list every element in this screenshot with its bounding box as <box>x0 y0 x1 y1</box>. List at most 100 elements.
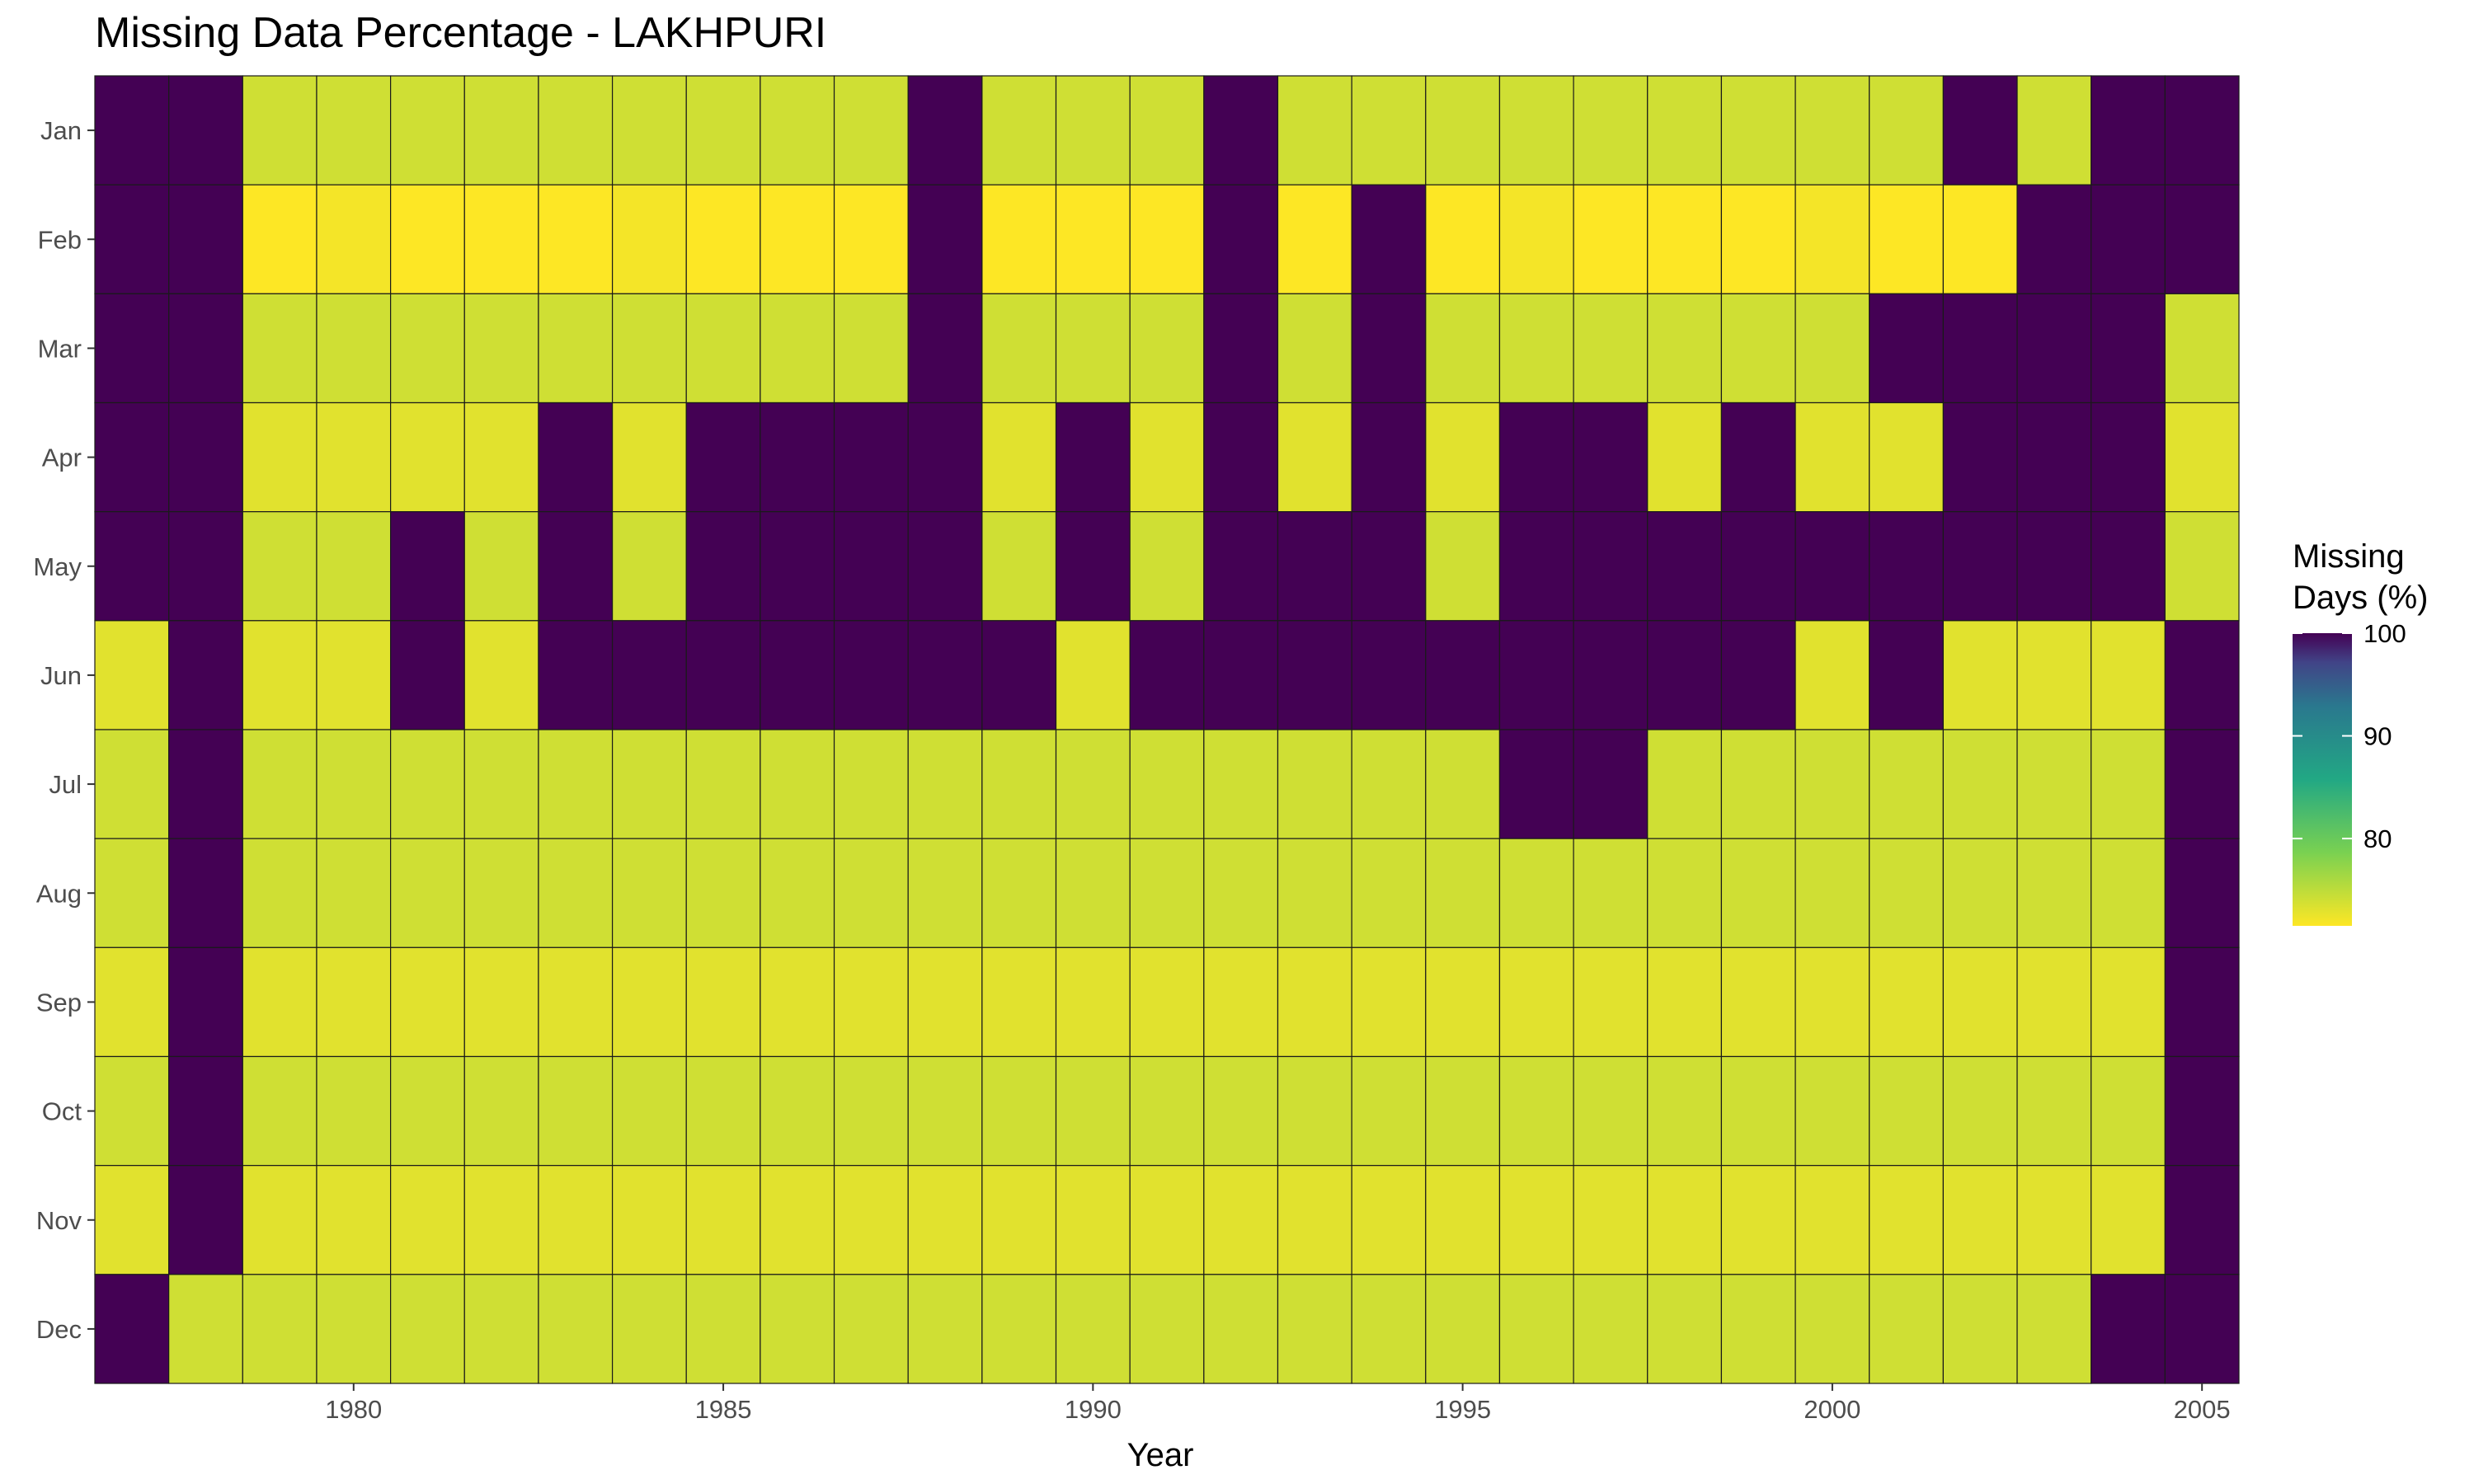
x-tick-label-1985: 1985 <box>695 1395 752 1424</box>
heatmap-cell-jun-1991 <box>1129 620 1205 730</box>
heatmap-cell-oct-1982 <box>463 1055 539 1167</box>
heatmap-cell-apr-1991 <box>1129 402 1205 513</box>
heatmap-cell-feb-1998 <box>1647 184 1723 294</box>
heatmap-cell-sep-2003 <box>2016 946 2092 1058</box>
heatmap-cell-oct-1998 <box>1647 1055 1723 1167</box>
heatmap-cell-may-2000 <box>1794 511 1870 622</box>
heatmap-cell-mar-2005 <box>2164 293 2240 404</box>
heatmap-cell-apr-1998 <box>1647 402 1723 513</box>
heatmap-cell-sep-1981 <box>390 946 465 1058</box>
heatmap-cell-jun-1993 <box>1277 620 1352 730</box>
heatmap-cell-sep-1982 <box>463 946 539 1058</box>
heatmap-cell-oct-2004 <box>2091 1055 2166 1167</box>
heatmap-cell-jul-2002 <box>1942 729 2018 839</box>
heatmap-cell-apr-2001 <box>1869 402 1944 513</box>
heatmap-cell-jan-1979 <box>242 75 317 186</box>
heatmap-cell-dec-1987 <box>833 1274 909 1384</box>
heatmap-cell-nov-2003 <box>2016 1165 2092 1275</box>
heatmap-cell-jan-1980 <box>316 75 392 186</box>
heatmap-cell-may-1986 <box>760 511 835 622</box>
heatmap-cell-mar-1982 <box>463 293 539 404</box>
heatmap-cell-mar-2002 <box>1942 293 2018 404</box>
heatmap-cell-dec-1980 <box>316 1274 392 1384</box>
y-tick-label-apr: Apr <box>42 444 82 472</box>
heatmap-cell-aug-1989 <box>981 838 1057 948</box>
heatmap-cell-sep-2001 <box>1869 946 1944 1058</box>
heatmap-cell-sep-1992 <box>1203 946 1279 1058</box>
heatmap-cell-mar-1993 <box>1277 293 1352 404</box>
heatmap-cell-sep-2004 <box>2091 946 2166 1058</box>
heatmap-cell-sep-1978 <box>168 946 243 1058</box>
heatmap-cell-jul-1991 <box>1129 729 1205 839</box>
heatmap-cell-feb-1999 <box>1720 184 1796 294</box>
heatmap-cell-feb-2005 <box>2164 184 2240 294</box>
heatmap-cell-dec-1989 <box>981 1274 1057 1384</box>
heatmap-cell-jul-1988 <box>907 729 983 839</box>
y-tick-label-mar: Mar <box>38 334 82 363</box>
heatmap-cell-sep-2002 <box>1942 946 2018 1058</box>
heatmap-cell-sep-1998 <box>1647 946 1723 1058</box>
heatmap-cell-dec-2005 <box>2164 1274 2240 1384</box>
heatmap-cell-dec-2002 <box>1942 1274 2018 1384</box>
heatmap-cell-oct-1988 <box>907 1055 983 1167</box>
heatmap-cell-may-2001 <box>1869 511 1944 622</box>
heatmap-cell-oct-2000 <box>1794 1055 1870 1167</box>
heatmap-cell-aug-1997 <box>1573 838 1649 948</box>
x-tick-label-2005: 2005 <box>2174 1395 2231 1424</box>
heatmap-cell-aug-1980 <box>316 838 392 948</box>
heatmap-cell-jul-1995 <box>1425 729 1501 839</box>
heatmap-cell-aug-1988 <box>907 838 983 948</box>
heatmap-cell-apr-1994 <box>1351 402 1427 513</box>
heatmap-cell-may-2004 <box>2091 511 2166 622</box>
heatmap-cell-may-1985 <box>685 511 761 622</box>
heatmap-cell-feb-1996 <box>1498 184 1574 294</box>
heatmap-cell-aug-1987 <box>833 838 909 948</box>
heatmap-cell-aug-1994 <box>1351 838 1427 948</box>
x-axis: 1980 1985 1990 1995 2000 2005 <box>325 1383 2231 1424</box>
heatmap-cell-jun-1994 <box>1351 620 1427 730</box>
heatmap-cell-nov-2001 <box>1869 1165 1944 1275</box>
heatmap-cell-mar-1994 <box>1351 293 1427 404</box>
heatmap-cell-nov-1990 <box>1055 1165 1131 1275</box>
heatmap-cell-apr-1999 <box>1720 402 1796 513</box>
y-tick-label-may: May <box>33 552 82 581</box>
heatmap-cell-jul-1979 <box>242 729 317 839</box>
heatmap-cell-jun-1982 <box>463 620 539 730</box>
heatmap-cell-may-1998 <box>1647 511 1723 622</box>
heatmap-cell-apr-1986 <box>760 402 835 513</box>
heatmap-cell-mar-1997 <box>1573 293 1649 404</box>
heatmap-cell-jul-1993 <box>1277 729 1352 839</box>
heatmap-cell-may-1979 <box>242 511 317 622</box>
heatmap-cell-feb-1977 <box>94 184 170 294</box>
legend-title-line-2: Days (%) <box>2293 580 2428 616</box>
heatmap-cell-sep-1994 <box>1351 946 1427 1058</box>
heatmap-cell-jan-1992 <box>1203 75 1279 186</box>
heatmap-cell-jul-1992 <box>1203 729 1279 839</box>
heatmap-cell-may-1999 <box>1720 511 1796 622</box>
heatmap-cell-oct-1996 <box>1498 1055 1574 1167</box>
heatmap-cell-dec-1993 <box>1277 1274 1352 1384</box>
heatmap-cell-oct-1977 <box>94 1055 170 1167</box>
heatmap-cell-dec-2001 <box>1869 1274 1944 1384</box>
heatmap-cell-feb-1980 <box>316 184 392 294</box>
heatmap-cell-may-1982 <box>463 511 539 622</box>
heatmap-cell-oct-1987 <box>833 1055 909 1167</box>
heatmap-cell-jul-1999 <box>1720 729 1796 839</box>
heatmap-cell-nov-1988 <box>907 1165 983 1275</box>
heatmap-cell-nov-1980 <box>316 1165 392 1275</box>
heatmap-cell-may-1977 <box>94 511 170 622</box>
heatmap-cell-sep-1983 <box>538 946 614 1058</box>
heatmap-cell-jul-1978 <box>168 729 243 839</box>
heatmap-cell-sep-1979 <box>242 946 317 1058</box>
heatmap-cell-dec-1979 <box>242 1274 317 1384</box>
heatmap-cell-apr-1987 <box>833 402 909 513</box>
heatmap-cell-jun-2004 <box>2091 620 2166 730</box>
heatmap-cell-mar-2001 <box>1869 293 1944 404</box>
heatmap-cell-oct-1984 <box>611 1055 687 1167</box>
heatmap-cell-may-1990 <box>1055 511 1131 622</box>
heatmap-cell-apr-1995 <box>1425 402 1501 513</box>
heatmap-cell-apr-1977 <box>94 402 170 513</box>
heatmap-cell-feb-1989 <box>981 184 1057 294</box>
heatmap-cell-jun-2002 <box>1942 620 2018 730</box>
heatmap-cell-jan-1997 <box>1573 75 1649 186</box>
